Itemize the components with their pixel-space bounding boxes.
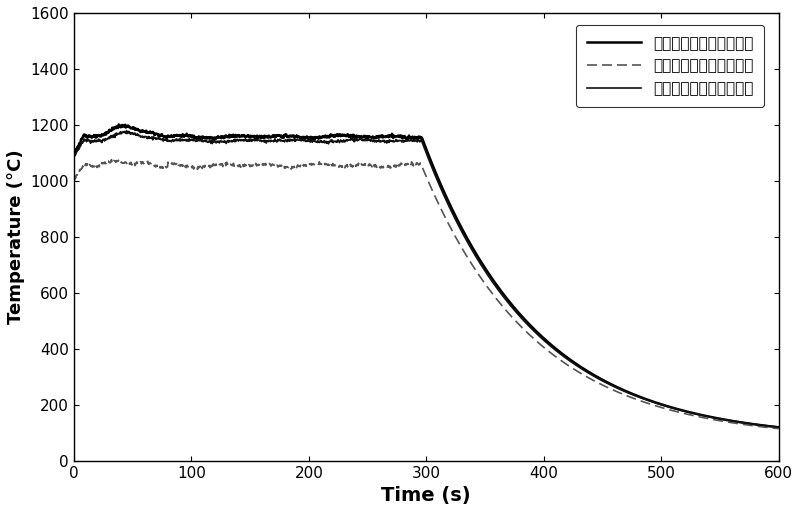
叶片叶背的陶瓷表面温度	[346, 136, 355, 142]
叶片叶背的陶瓷表面温度	[774, 424, 783, 430]
Y-axis label: Temperature (°C): Temperature (°C)	[7, 150, 25, 324]
叶片叶背的陶瓷表面温度	[356, 136, 366, 142]
Line: 叶片叶根的陶瓷表面温度: 叶片叶根的陶瓷表面温度	[74, 160, 778, 429]
叶片叶根的陶瓷表面温度	[346, 161, 355, 167]
叶片叶背的陶瓷表面温度	[122, 127, 131, 134]
叶片叶背的陶瓷表面温度	[514, 313, 524, 319]
叶片叶根的陶瓷表面温度	[514, 322, 524, 328]
Line: 叶片前缘的陶瓷表面温度: 叶片前缘的陶瓷表面温度	[74, 124, 778, 428]
叶片前缘的陶瓷表面温度	[514, 311, 524, 317]
叶片前缘的陶瓷表面温度	[774, 424, 783, 431]
叶片前缘的陶瓷表面温度	[346, 133, 355, 139]
叶片前缘的陶瓷表面温度	[358, 134, 367, 140]
叶片前缘的陶瓷表面温度	[182, 133, 192, 139]
叶片叶背的陶瓷表面温度	[69, 154, 78, 160]
叶片叶根的陶瓷表面温度	[358, 162, 367, 168]
叶片叶根的陶瓷表面温度	[106, 157, 116, 163]
X-axis label: Time (s): Time (s)	[382, 486, 471, 505]
叶片叶根的陶瓷表面温度	[356, 162, 366, 168]
叶片前缘的陶瓷表面温度	[234, 133, 243, 139]
叶片叶根的陶瓷表面温度	[182, 162, 192, 168]
叶片前缘的陶瓷表面温度	[356, 135, 366, 141]
叶片前缘的陶瓷表面温度	[69, 152, 78, 158]
Legend: 叶片前缘的陶瓷表面温度, 叶片叶根的陶瓷表面温度, 叶片叶背的陶瓷表面温度: 叶片前缘的陶瓷表面温度, 叶片叶根的陶瓷表面温度, 叶片叶背的陶瓷表面温度	[577, 25, 764, 106]
叶片叶背的陶瓷表面温度	[182, 136, 192, 142]
叶片叶根的陶瓷表面温度	[234, 163, 243, 169]
叶片叶背的陶瓷表面温度	[234, 138, 243, 144]
叶片叶背的陶瓷表面温度	[358, 137, 367, 143]
Line: 叶片叶背的陶瓷表面温度: 叶片叶背的陶瓷表面温度	[74, 131, 778, 427]
叶片前缘的陶瓷表面温度	[114, 121, 123, 127]
叶片叶根的陶瓷表面温度	[69, 177, 78, 183]
叶片叶根的陶瓷表面温度	[774, 425, 783, 432]
